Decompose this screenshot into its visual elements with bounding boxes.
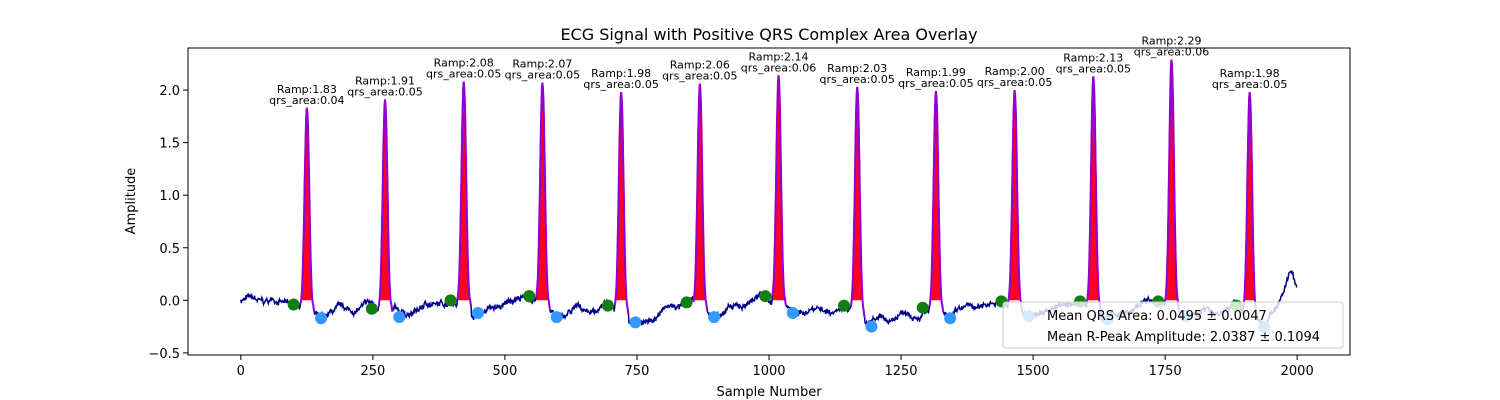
beat-qrs-area-label: qrs_area:0.05 xyxy=(662,70,737,83)
beat-qrs-area-label: qrs_area:0.04 xyxy=(269,94,344,107)
beat-qrs-area-label: qrs_area:0.05 xyxy=(1056,62,1131,75)
qrs-outline xyxy=(1164,59,1180,309)
legend: Mean QRS Area: 0.0495 ± 0.0047 Mean R-Pe… xyxy=(1002,301,1344,349)
x-tick-label: 1750 xyxy=(1149,364,1182,379)
x-tick-label: 1500 xyxy=(1017,364,1050,379)
qrs-outline xyxy=(377,99,394,312)
qrs-onset-marker xyxy=(365,302,378,315)
qrs-offset-marker xyxy=(315,312,328,325)
qrs-outline xyxy=(1007,89,1023,310)
chart-title: ECG Signal with Positive QRS Complex Are… xyxy=(560,25,977,44)
qrs-offset-marker xyxy=(629,316,642,329)
qrs-outline xyxy=(771,75,787,306)
qrs-offset-marker xyxy=(550,311,563,324)
qrs-onset-marker xyxy=(916,301,929,314)
qrs-outline xyxy=(299,107,316,312)
beat-ramp-label: Ramp:2.14 xyxy=(748,50,808,63)
y-tick-label: 1.5 xyxy=(159,137,180,152)
beat-qrs-area-label: qrs_area:0.05 xyxy=(898,77,973,90)
beat-qrs-area-label: qrs_area:0.05 xyxy=(505,69,580,82)
beat-ramp-label: Ramp:1.98 xyxy=(591,67,651,80)
beat-qrs-area-label: qrs_area:0.05 xyxy=(819,73,894,86)
y-tick-label: 0.5 xyxy=(159,242,180,257)
beat-ramp-label: Ramp:2.00 xyxy=(985,65,1045,78)
qrs-onset-marker xyxy=(838,299,851,312)
beat-ramp-label: Ramp:2.13 xyxy=(1063,51,1123,64)
beat-ramp-label: Ramp:2.29 xyxy=(1141,35,1201,48)
beat-ramp-label: Ramp:1.98 xyxy=(1220,67,1280,80)
beat-qrs-area-label: qrs_area:0.05 xyxy=(426,68,501,81)
x-tick-label: 250 xyxy=(360,364,385,379)
beat-qrs-area-label: qrs_area:0.05 xyxy=(583,78,658,91)
qrs-outline xyxy=(1242,92,1258,318)
x-tick-label: 0 xyxy=(237,364,245,379)
qrs-offset-marker xyxy=(944,312,957,325)
qrs-onset-marker xyxy=(444,294,457,307)
beat-ramp-label: Ramp:2.06 xyxy=(670,59,730,72)
y-tick-label: 0.0 xyxy=(159,294,180,309)
beat-ramp-label: Ramp:2.08 xyxy=(434,57,494,70)
beat-ramp-label: Ramp:2.03 xyxy=(827,62,887,75)
legend-entry-qrs-area: Mean QRS Area: 0.0495 ± 0.0047 xyxy=(1047,309,1267,324)
x-axis-ticks: 0 250 500 750 1000 1250 1500 1750 2000 xyxy=(237,355,1314,379)
qrs-outlines xyxy=(299,59,1258,318)
qrs-onset-marker xyxy=(680,296,693,309)
qrs-offset-marker xyxy=(865,320,878,333)
qrs-onset-marker xyxy=(523,290,536,303)
qrs-outline xyxy=(692,83,709,311)
qrs-outline xyxy=(535,82,551,309)
beat-ramp-label: Ramp:1.83 xyxy=(277,83,337,96)
y-axis-ticks: −0.5 0.0 0.5 1.0 1.5 2.0 xyxy=(148,84,188,362)
y-tick-label: 1.0 xyxy=(159,189,180,204)
x-tick-label: 1000 xyxy=(752,364,785,379)
qrs-outline xyxy=(613,92,630,315)
qrs-onset-marker xyxy=(287,298,300,311)
qrs-outline xyxy=(1086,76,1102,312)
x-axis-label: Sample Number xyxy=(716,385,822,400)
qrs-offset-marker xyxy=(471,306,484,319)
x-tick-label: 2000 xyxy=(1281,364,1314,379)
x-tick-label: 1250 xyxy=(884,364,917,379)
x-tick-label: 750 xyxy=(625,364,650,379)
legend-entry-r-peak: Mean R-Peak Amplitude: 2.0387 ± 0.1094 xyxy=(1047,330,1320,345)
beat-qrs-area-label: qrs_area:0.06 xyxy=(741,61,816,74)
beat-ramp-label: Ramp:2.07 xyxy=(512,58,572,71)
beat-ramp-label: Ramp:1.99 xyxy=(906,66,966,79)
beat-qrs-area-label: qrs_area:0.06 xyxy=(1134,46,1209,59)
y-axis-label: Amplitude xyxy=(124,168,139,235)
qrs-onset-marker xyxy=(759,290,772,303)
qrs-onset-marker xyxy=(601,299,614,312)
y-tick-label: 2.0 xyxy=(159,84,180,99)
qrs-offset-marker xyxy=(393,311,406,324)
qrs-offset-marker xyxy=(708,311,721,324)
beat-qrs-area-label: qrs_area:0.05 xyxy=(347,86,422,99)
beat-qrs-area-label: qrs_area:0.05 xyxy=(977,76,1052,89)
qrs-outline xyxy=(456,81,473,307)
beat-annotations: Ramp:1.83qrs_area:0.04Ramp:1.91qrs_area:… xyxy=(269,35,1287,107)
beat-qrs-area-label: qrs_area:0.05 xyxy=(1212,78,1287,91)
qrs-offset-marker xyxy=(786,306,799,319)
beat-ramp-label: Ramp:1.91 xyxy=(355,75,415,88)
legend-box xyxy=(1002,301,1344,349)
x-tick-label: 500 xyxy=(492,364,517,379)
y-tick-label: −0.5 xyxy=(148,347,180,362)
qrs-outline xyxy=(928,90,945,313)
qrs-outline xyxy=(849,86,866,318)
